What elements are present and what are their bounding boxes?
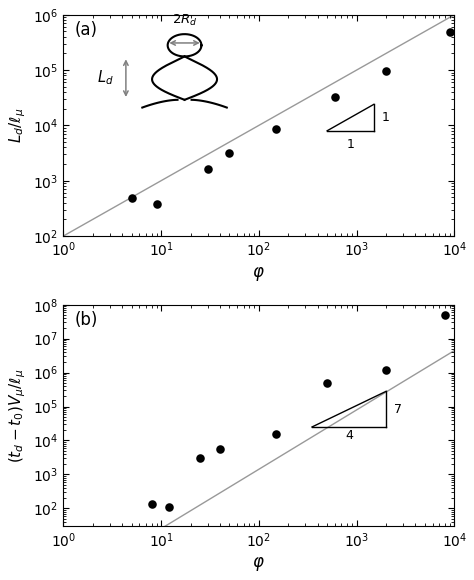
Point bbox=[153, 200, 160, 209]
Point bbox=[382, 67, 390, 76]
Point bbox=[216, 445, 224, 454]
X-axis label: $\varphi$: $\varphi$ bbox=[253, 265, 265, 283]
X-axis label: $\varphi$: $\varphi$ bbox=[253, 555, 265, 573]
Text: 7: 7 bbox=[394, 403, 402, 416]
Point bbox=[382, 365, 390, 375]
Text: 1: 1 bbox=[382, 111, 390, 124]
Point bbox=[272, 125, 280, 134]
Point bbox=[196, 454, 204, 463]
Point bbox=[323, 379, 331, 388]
Point bbox=[128, 194, 136, 203]
Y-axis label: $L_d / \ell_\mu$: $L_d / \ell_\mu$ bbox=[7, 108, 27, 143]
Text: 4: 4 bbox=[345, 429, 353, 442]
Point bbox=[204, 165, 211, 174]
Text: (a): (a) bbox=[75, 21, 98, 39]
Point bbox=[441, 310, 449, 320]
Point bbox=[446, 28, 454, 37]
Point bbox=[148, 500, 155, 509]
Point bbox=[165, 502, 173, 512]
Text: (b): (b) bbox=[75, 311, 99, 329]
Point bbox=[331, 92, 339, 101]
Y-axis label: $(t_d - t_0) V_\mu / \ell_\mu$: $(t_d - t_0) V_\mu / \ell_\mu$ bbox=[7, 368, 27, 463]
Point bbox=[226, 148, 233, 157]
Point bbox=[272, 430, 280, 439]
Text: 1: 1 bbox=[346, 139, 355, 151]
